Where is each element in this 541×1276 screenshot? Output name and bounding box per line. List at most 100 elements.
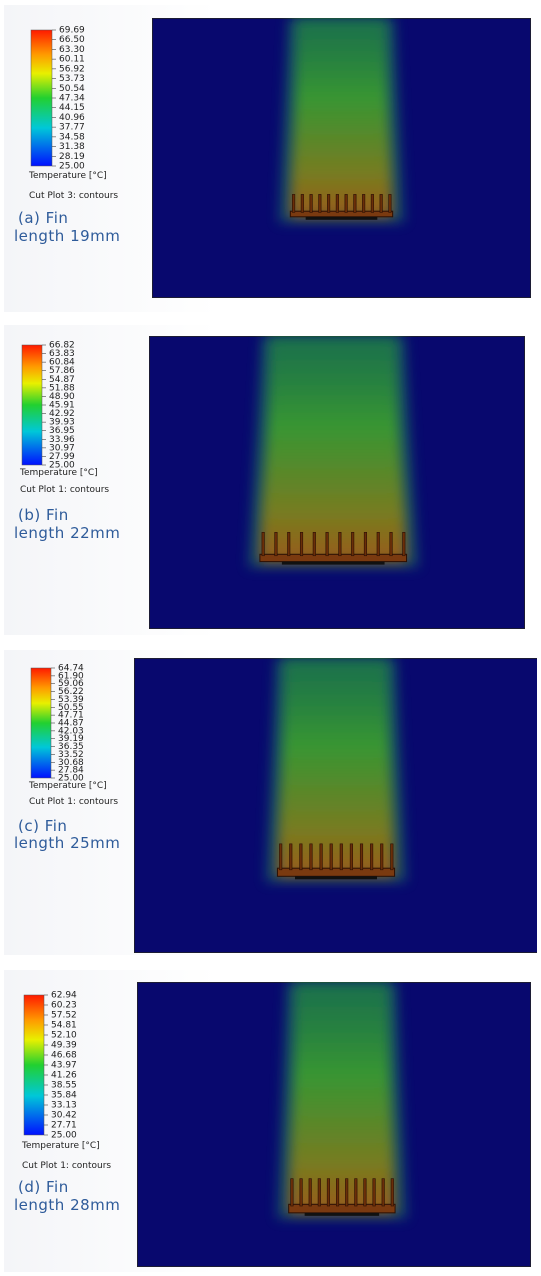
colorbar [31, 30, 52, 166]
caption: (b) Fin [18, 506, 69, 524]
heat-sink-fin [350, 844, 353, 870]
colorbar-label: 54.81 [51, 1021, 77, 1031]
heat-source [282, 562, 385, 565]
heat-sink-fin [279, 844, 282, 870]
plume [277, 658, 394, 876]
heat-sink-fin [351, 532, 354, 555]
plot-label: Cut Plot 1: contours [29, 797, 118, 807]
colorbar-label: 49.39 [51, 1041, 77, 1051]
colorbar-label: 56.92 [59, 64, 85, 74]
heat-source [305, 1213, 379, 1216]
heat-sink-fin [340, 844, 343, 870]
heat-sink-fin [403, 532, 406, 555]
heat-sink-fin [389, 194, 392, 212]
heat-sink-fin [364, 532, 367, 555]
heat-sink-fin [327, 1179, 330, 1206]
heat-source [306, 217, 378, 220]
heat-sink-base [260, 554, 407, 561]
heat-sink-fin [336, 194, 339, 212]
page: {"panels": [ {"ticks": ["69.69","66.50",… [0, 0, 541, 1276]
colorbar-label: 35.84 [51, 1091, 77, 1101]
heat-sink-fin [300, 1179, 303, 1206]
heat-sink-fin [300, 844, 303, 870]
heat-sink-fin [364, 1179, 367, 1206]
figure-panel: 64.7461.9059.0656.2253.3950.5547.7144.87… [4, 650, 537, 955]
heat-sink-fin [290, 844, 293, 870]
heat-sink-fin [339, 532, 342, 555]
panel-svg: 62.9460.2357.5254.8152.1049.3946.6843.97… [4, 970, 537, 1272]
caption: (c) Fin [18, 817, 67, 835]
caption: length 19mm [14, 227, 120, 245]
heat-sink-fin [371, 194, 374, 212]
contour-plot [134, 658, 537, 953]
heat-sink-fin [326, 532, 329, 555]
panel-svg: 66.8263.8360.8457.8654.8751.8848.9045.91… [4, 325, 537, 635]
heat-sink-fin [354, 194, 357, 212]
caption: length 22mm [14, 524, 120, 542]
colorbar-label: 34.58 [59, 132, 85, 142]
colorbar-label: 40.96 [59, 113, 85, 123]
heat-sink-fin [262, 532, 265, 555]
unit-label: Temperature [°C] [19, 468, 98, 478]
unit-label: Temperature [°C] [28, 781, 107, 791]
contour-plot [137, 982, 531, 1267]
heat-sink-fin [336, 1179, 339, 1206]
heat-sink-fin [320, 844, 323, 870]
colorbar-label: 63.30 [59, 45, 85, 55]
colorbar-label: 60.23 [51, 1001, 77, 1011]
heat-sink-base [289, 1204, 395, 1213]
unit-label: Temperature [°C] [28, 171, 107, 181]
heat-sink-fin [300, 532, 303, 555]
plot-label: Cut Plot 1: contours [20, 485, 109, 495]
colorbar-label: 31.38 [59, 142, 85, 152]
colorbar-label: 69.69 [59, 26, 85, 36]
heat-source [295, 876, 377, 879]
colorbar [24, 995, 44, 1135]
heat-sink-base [290, 211, 392, 217]
heat-sink-fin [292, 194, 295, 212]
heat-sink-fin [382, 1179, 385, 1206]
plume [289, 982, 395, 1213]
heat-sink-fin [301, 194, 304, 212]
colorbar-label: 62.94 [51, 991, 77, 1001]
colorbar-label: 46.68 [51, 1051, 77, 1061]
colorbar-label: 44.15 [59, 103, 85, 113]
heat-sink-fin [345, 1179, 348, 1206]
heat-sink-fin [287, 532, 290, 555]
heat-sink-fin [318, 1179, 321, 1206]
colorbar-label: 27.71 [51, 1121, 77, 1131]
heat-sink-fin [309, 1179, 312, 1206]
heat-sink-base [277, 868, 394, 876]
heat-sink-fin [380, 194, 383, 212]
heat-sink-fin [319, 194, 322, 212]
heat-sink-fin [275, 532, 278, 555]
colorbar-label: 52.10 [51, 1031, 77, 1041]
colorbar-label: 38.55 [51, 1081, 77, 1091]
figure-panel: 66.8263.8360.8457.8654.8751.8848.9045.91… [4, 325, 537, 635]
heat-sink-fin [362, 194, 365, 212]
colorbar-label: 28.19 [59, 152, 85, 162]
heat-sink-fin [370, 844, 373, 870]
heat-sink-fin [380, 844, 383, 870]
colorbar-label: 66.50 [59, 35, 85, 45]
colorbar-label: 33.13 [51, 1101, 77, 1111]
plot-label: Cut Plot 3: contours [29, 191, 118, 201]
colorbar-label: 53.73 [59, 74, 85, 84]
panel-svg: 69.6966.5063.3060.1156.9253.7350.5447.34… [4, 5, 537, 312]
caption: length 28mm [14, 1196, 120, 1214]
contour-plot [152, 18, 531, 298]
plume [290, 18, 392, 217]
colorbar-label: 57.52 [51, 1011, 77, 1021]
heat-sink-fin [310, 844, 313, 870]
colorbar [31, 668, 51, 778]
heat-sink-fin [390, 532, 393, 555]
colorbar-label: 25.00 [51, 1131, 77, 1141]
heat-sink-fin [310, 194, 313, 212]
caption: length 25mm [14, 834, 120, 852]
heat-sink-fin [360, 844, 363, 870]
caption: (a) Fin [18, 209, 68, 227]
heat-sink-fin [391, 844, 394, 870]
colorbar-label: 47.34 [59, 94, 85, 104]
colorbar-label: 37.77 [59, 123, 85, 133]
